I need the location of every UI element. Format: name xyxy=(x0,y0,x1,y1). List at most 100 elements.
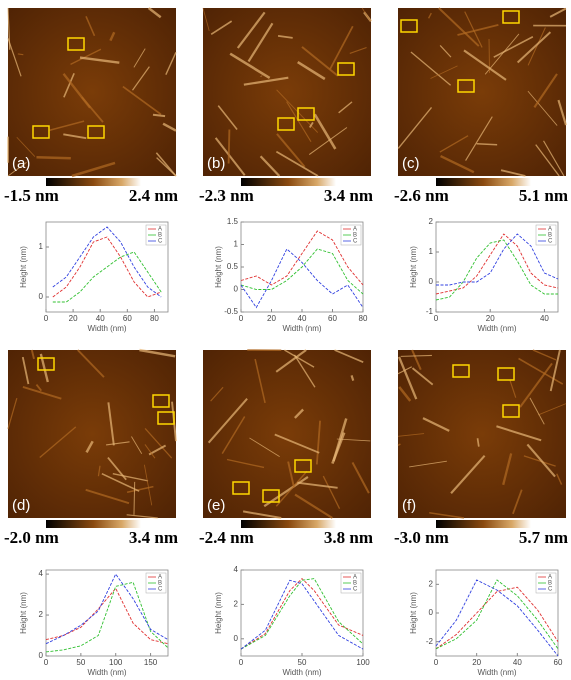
fibril xyxy=(243,76,289,86)
legend-label: B xyxy=(548,581,552,587)
fibril xyxy=(350,375,355,381)
fibril xyxy=(242,510,282,519)
legend-label: B xyxy=(158,233,162,239)
fibril xyxy=(336,438,371,442)
afm-image xyxy=(397,7,568,177)
fibril xyxy=(144,444,156,459)
fibril xyxy=(351,461,370,494)
fibril xyxy=(63,133,87,140)
plot-frame xyxy=(45,221,169,313)
y-axis-title: Height (nm) xyxy=(409,592,418,634)
colorbar xyxy=(436,178,531,186)
fibril xyxy=(274,433,320,454)
fibril xyxy=(70,48,102,65)
selection-box xyxy=(502,404,520,418)
profile-line xyxy=(52,236,162,298)
y-tick-label: 4 xyxy=(39,569,44,578)
x-tick-label: 50 xyxy=(298,658,307,667)
legend-label: C xyxy=(548,587,553,593)
panel-label: (b) xyxy=(207,155,225,172)
panel-label: (c) xyxy=(402,155,420,172)
y-tick-label: 1 xyxy=(39,242,44,251)
fibril xyxy=(217,105,238,130)
y-axis-title: Height (nm) xyxy=(19,592,28,634)
legend-label: A xyxy=(548,575,552,581)
fibril xyxy=(133,48,146,68)
x-tick-label: 40 xyxy=(298,314,307,323)
fibril xyxy=(139,348,176,358)
x-tick-label: 60 xyxy=(328,314,337,323)
selection-box xyxy=(32,125,50,139)
colorbar xyxy=(46,520,141,528)
afm-image xyxy=(203,349,371,519)
fibril xyxy=(97,465,101,477)
y-tick-label: 0 xyxy=(429,277,434,286)
fibril xyxy=(286,101,312,143)
x-tick-label: 40 xyxy=(540,314,549,323)
y-tick-label: 0 xyxy=(39,651,44,660)
panel-label: (e) xyxy=(207,497,225,514)
fibril xyxy=(221,416,246,455)
fibril xyxy=(439,135,469,153)
selection-box xyxy=(337,62,355,76)
fibril xyxy=(465,116,493,161)
fibril xyxy=(549,7,567,18)
fibril xyxy=(109,31,116,42)
fibril xyxy=(411,367,434,386)
fibril xyxy=(249,437,280,457)
fibril xyxy=(549,349,561,392)
fibril xyxy=(398,356,418,400)
fibril xyxy=(556,473,563,485)
fibril xyxy=(529,397,545,425)
fibril xyxy=(210,20,233,36)
y-axis-title: Height (nm) xyxy=(19,246,28,288)
fibril xyxy=(294,408,304,419)
legend-label: B xyxy=(353,233,357,239)
x-tick-label: 20 xyxy=(267,314,276,323)
selection-box xyxy=(502,10,520,24)
fibril xyxy=(7,7,11,50)
fibril xyxy=(85,16,96,37)
x-tick-label: 80 xyxy=(150,314,159,323)
selection-box xyxy=(400,19,418,33)
fibril xyxy=(131,436,143,454)
fibril xyxy=(557,99,568,126)
fibril xyxy=(308,127,348,155)
fibril xyxy=(63,72,75,98)
colorbar xyxy=(436,520,531,528)
afm-image xyxy=(7,348,177,519)
profile-line xyxy=(52,251,162,303)
image-background xyxy=(203,8,371,176)
fibril xyxy=(236,11,266,49)
fibril xyxy=(294,493,333,519)
afm-image xyxy=(202,7,372,177)
fibril xyxy=(438,7,480,47)
selection-box xyxy=(87,125,105,139)
y-tick-label: 2 xyxy=(429,217,434,226)
fibril xyxy=(126,485,154,494)
scale-min: -3.0 nm xyxy=(394,528,449,547)
fibril xyxy=(397,433,425,437)
x-tick-label: 0 xyxy=(44,658,49,667)
profile-line xyxy=(436,233,559,286)
fibril xyxy=(397,443,401,447)
fibril xyxy=(315,420,321,465)
profile-line xyxy=(240,578,364,650)
x-axis-title: Width (nm) xyxy=(282,324,321,333)
fibril xyxy=(349,46,367,54)
profile-line xyxy=(435,239,558,301)
fibril xyxy=(276,133,306,168)
fibril xyxy=(17,53,24,56)
fibril xyxy=(247,22,274,63)
x-tick-label: 0 xyxy=(44,314,49,323)
fibril xyxy=(101,473,140,492)
fibril xyxy=(308,121,314,129)
selection-box xyxy=(297,107,315,121)
profile-line xyxy=(435,579,559,657)
x-axis-title: Width (nm) xyxy=(87,324,126,333)
fibril xyxy=(39,426,77,458)
y-tick-label: 1.5 xyxy=(227,217,239,226)
fibril xyxy=(275,150,319,177)
fibril xyxy=(165,51,177,75)
selection-box xyxy=(152,394,170,408)
